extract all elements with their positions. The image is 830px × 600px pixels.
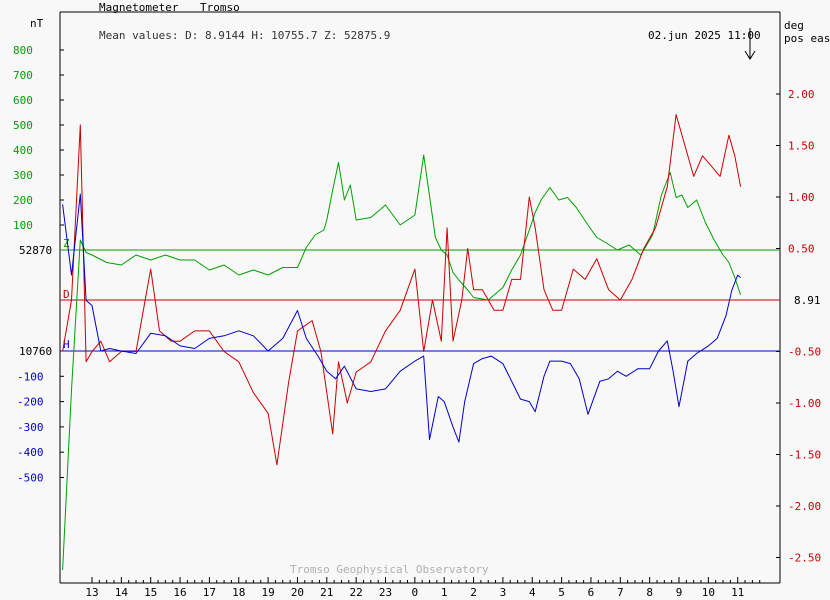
footer-label: Tromso Geophysical Observatory [290, 563, 489, 576]
hour-label: 2 [470, 586, 477, 599]
z-tick-label: 700 [13, 69, 33, 82]
hour-label: 18 [232, 586, 245, 599]
hour-label: 1 [441, 586, 448, 599]
d-tick-label: -0.50 [788, 346, 821, 359]
time-axis-ticks: 13 14 15 16 17 18 19 20 21 22 23 0 1 2 3 4 5 6 7 8 9 10 11 [85, 577, 761, 599]
series-z-line [62, 154, 742, 571]
z-baseline-label: 52870 [19, 244, 52, 257]
z-axis-ticks: 800 700 600 500 400 300 200 100 [13, 44, 64, 232]
d-tick-label: 1.50 [788, 140, 815, 153]
arrow-down-icon [744, 28, 756, 60]
left-unit: nT [30, 17, 44, 30]
d-trace-letter: D [63, 288, 70, 301]
hour-label: 19 [261, 586, 274, 599]
d-tick-label: -2.50 [788, 552, 821, 565]
z-tick-label: 100 [13, 219, 33, 232]
hour-label: 0 [412, 586, 419, 599]
hour-label: 8 [646, 586, 653, 599]
d-baseline-label: 8.91 [794, 294, 821, 307]
hour-label: 17 [203, 586, 216, 599]
baselines: 52870 10760 8.91 Z D H [19, 237, 821, 358]
h-tick-label: -400 [17, 446, 44, 459]
z-tick-label: 400 [13, 144, 33, 157]
h-tick-label: -300 [17, 421, 44, 434]
hour-label: 23 [379, 586, 392, 599]
hour-label: 14 [115, 586, 129, 599]
hour-label: 5 [558, 586, 565, 599]
d-tick-label: -2.00 [788, 500, 821, 513]
d-axis-ticks: 2.00 1.50 1.00 0.50 -0.50 -1.00 -1.50 -2.00 -2.5… [776, 88, 821, 565]
h-tick-label: -100 [17, 370, 44, 383]
hour-label: 15 [144, 586, 157, 599]
z-trace-letter: Z [63, 237, 70, 250]
hour-label: 13 [85, 586, 98, 599]
h-tick-label: -200 [17, 396, 44, 409]
d-tick-label: -1.50 [788, 449, 821, 462]
mean-values: Mean values: D: 8.9144 H: 10755.7 Z: 528… [99, 29, 390, 42]
h-axis-ticks: -100 -200 -300 -400 -500 [17, 370, 64, 485]
z-tick-label: 200 [13, 194, 33, 207]
h-baseline-label: 10760 [19, 345, 52, 358]
d-tick-label: 1.00 [788, 191, 815, 204]
z-tick-label: 300 [13, 169, 33, 182]
hour-label: 6 [588, 586, 595, 599]
hour-label: 16 [173, 586, 186, 599]
d-tick-label: -1.00 [788, 397, 821, 410]
right-unit-east: pos east [784, 32, 830, 45]
instrument-label: Magnetometer [99, 1, 179, 14]
d-tick-label: 0.50 [788, 243, 815, 256]
hour-label: 10 [702, 586, 715, 599]
d-tick-label: 2.00 [788, 88, 815, 101]
h-trace-letter: H [63, 338, 70, 351]
hour-label: 20 [291, 586, 304, 599]
h-tick-label: -500 [17, 472, 44, 485]
z-tick-label: 500 [13, 119, 33, 132]
series-lines [62, 114, 742, 571]
z-tick-label: 800 [13, 44, 33, 57]
station-label: Tromso [200, 1, 240, 14]
hour-label: 4 [529, 586, 536, 599]
hour-label: 7 [617, 586, 624, 599]
hour-label: 21 [320, 586, 333, 599]
hour-label: 11 [731, 586, 744, 599]
series-h-line [62, 193, 741, 443]
hour-label: 3 [500, 586, 507, 599]
z-tick-label: 600 [13, 94, 33, 107]
hour-label: 22 [350, 586, 363, 599]
right-unit-deg: deg [784, 19, 804, 32]
date-marker: 02.jun 2025 11:00 [648, 29, 761, 42]
hour-label: 9 [676, 586, 683, 599]
series-d-line [62, 114, 742, 466]
